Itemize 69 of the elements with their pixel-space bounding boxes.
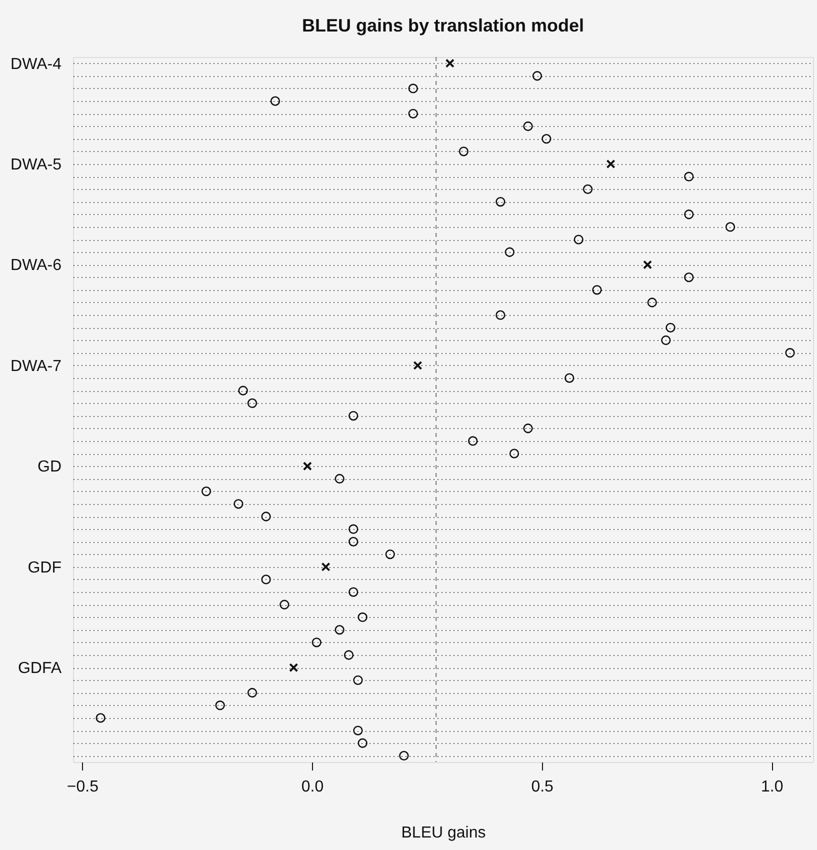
y-tick-label: DWA-5 (10, 156, 62, 174)
point (523, 424, 533, 434)
point (358, 738, 368, 748)
point (684, 210, 694, 220)
x-tick-label: 0.5 (531, 778, 554, 796)
point (445, 58, 454, 68)
point (215, 700, 225, 710)
point (238, 386, 248, 396)
point (348, 536, 358, 547)
x-tick-label: 1.0 (761, 778, 784, 796)
point (302, 462, 312, 471)
point (408, 84, 418, 94)
point (509, 448, 520, 458)
y-tick-label: DWA-4 (10, 56, 62, 73)
point (385, 549, 395, 560)
point (358, 612, 368, 622)
point (643, 260, 652, 270)
point (684, 272, 694, 282)
point (504, 247, 514, 257)
point (261, 574, 271, 584)
point (661, 335, 671, 346)
point (270, 96, 280, 106)
point (408, 108, 418, 118)
point (496, 196, 506, 207)
point (606, 159, 616, 169)
y-tick-label: GDFA (18, 660, 62, 678)
point (280, 600, 290, 610)
point (353, 726, 363, 736)
point (523, 121, 533, 132)
point (647, 298, 657, 308)
point (334, 624, 344, 635)
point (312, 638, 322, 648)
y-tick-label: GDF (28, 559, 62, 576)
y-tick-label: DWA-6 (10, 257, 62, 274)
point (334, 474, 344, 484)
point (458, 146, 469, 156)
x-tick-label: −0.5 (66, 778, 99, 796)
point (574, 234, 584, 244)
y-tick-label: GD (38, 458, 62, 476)
y-tick-label: DWA-7 (10, 358, 62, 375)
point (542, 134, 552, 144)
point (592, 285, 602, 295)
point (582, 184, 593, 194)
point (96, 713, 106, 723)
point (321, 562, 330, 572)
x-tick-label: 0.0 (301, 778, 324, 796)
point (261, 512, 271, 522)
point (201, 486, 212, 496)
point (348, 410, 358, 421)
point (413, 360, 422, 370)
point (247, 398, 258, 408)
point (725, 222, 736, 232)
point (666, 322, 676, 332)
point (532, 71, 542, 81)
point (289, 663, 298, 672)
point (785, 348, 795, 358)
point (684, 172, 694, 182)
point (344, 650, 354, 660)
point (234, 499, 244, 509)
point (399, 750, 409, 761)
chart-title: BLEU gains by translation model (302, 15, 584, 36)
x-axis-title: BLEU gains (401, 824, 486, 842)
point (496, 310, 506, 320)
point (564, 373, 574, 383)
point (348, 587, 358, 597)
point (247, 688, 258, 698)
point (353, 675, 363, 685)
point (348, 524, 358, 534)
point (468, 436, 478, 446)
